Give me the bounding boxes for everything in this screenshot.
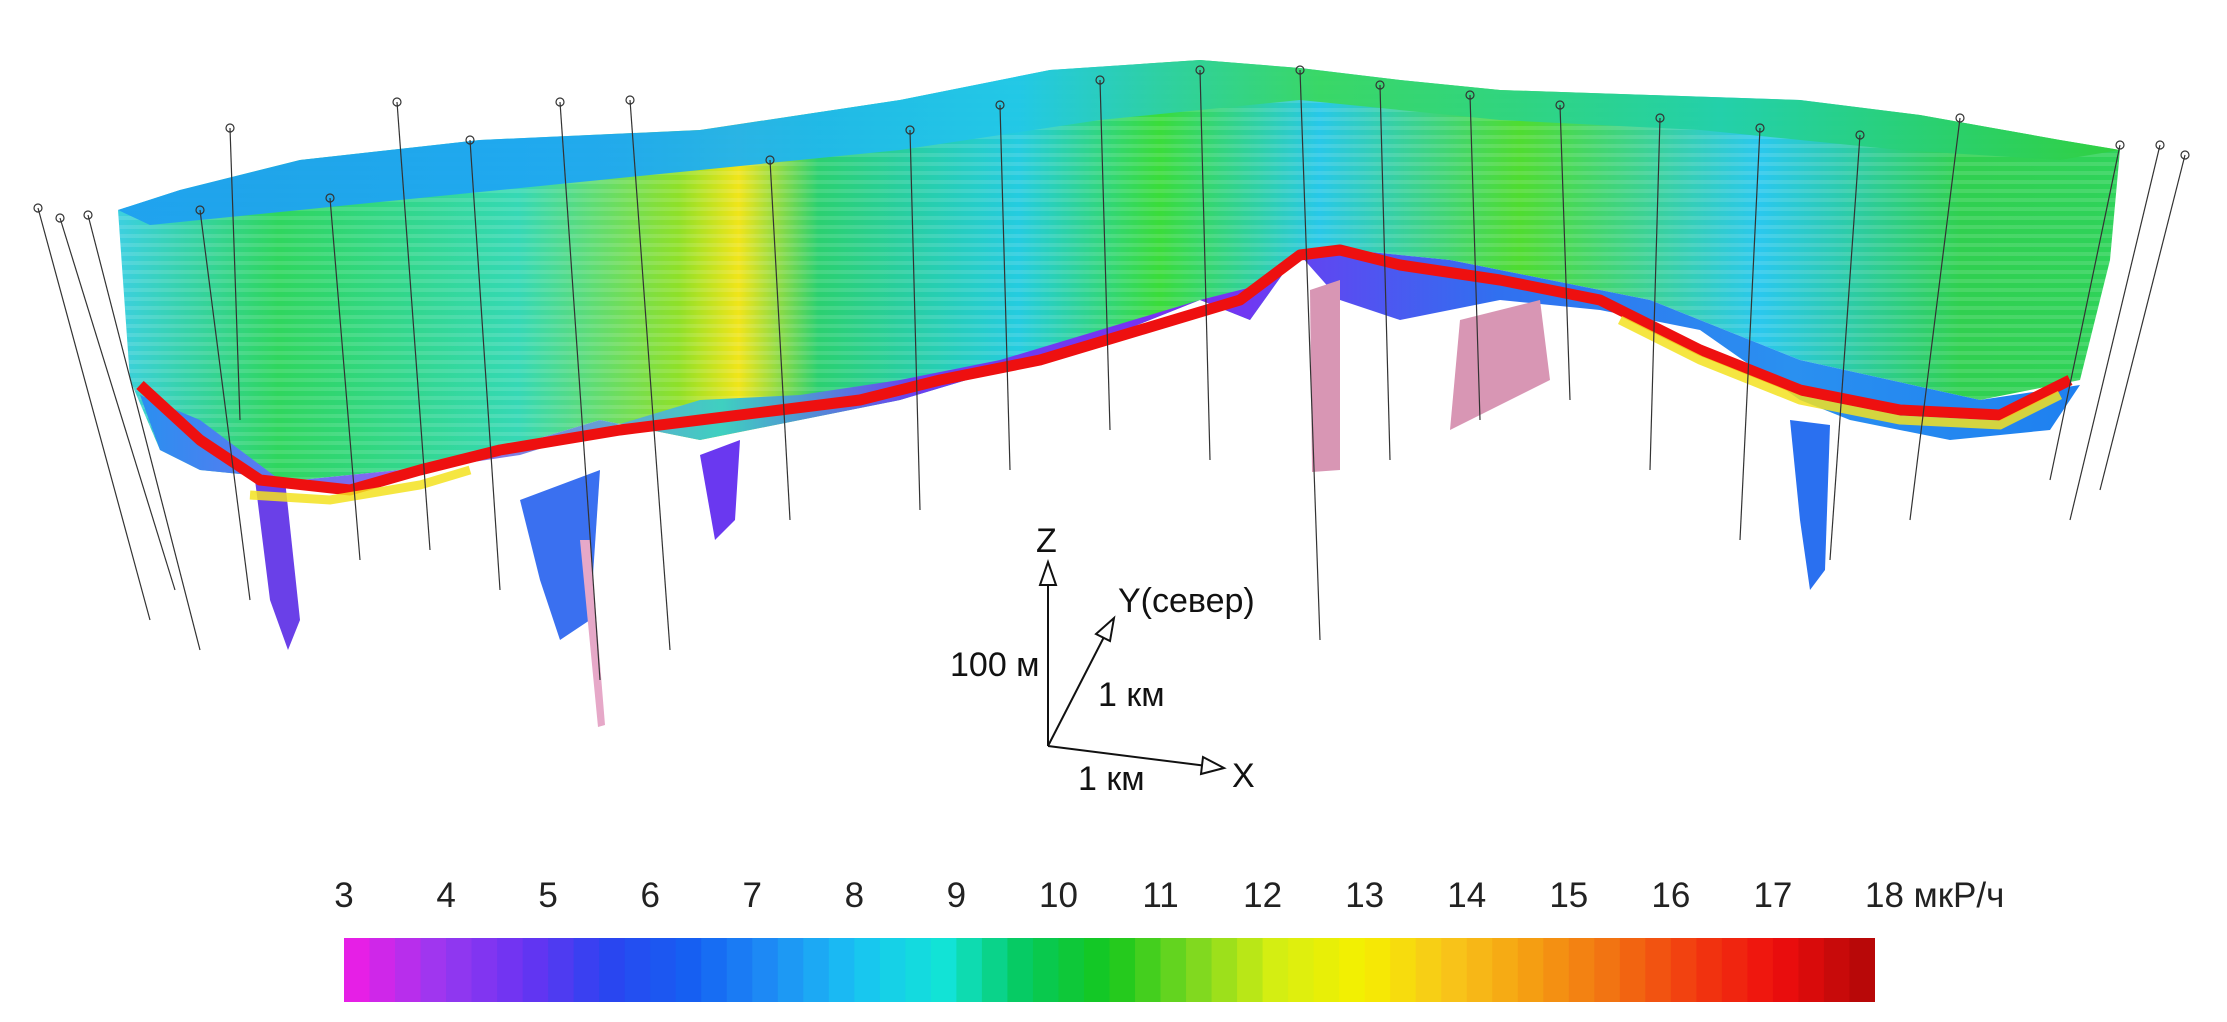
legend-tick-label: 17 (1753, 876, 1793, 915)
colorbar-segment (930, 938, 957, 1002)
legend-tick-label: 7 (742, 876, 762, 915)
colorbar-segment (956, 938, 983, 1002)
model-dip-center-left (520, 470, 600, 640)
colorbar-segment (1492, 938, 1519, 1002)
colorbar-segment (828, 938, 855, 1002)
colorbar-segment (1747, 938, 1774, 1002)
model-top-surface (118, 60, 2120, 225)
z-axis-label: Z (1036, 522, 1057, 560)
colorbar-segment (497, 938, 524, 1002)
legend-tick-label: 15 (1549, 876, 1589, 915)
model-dip-center (700, 440, 740, 540)
colorbar-segment (1670, 938, 1697, 1002)
colorbar-segment (420, 938, 447, 1002)
colorbar-segment (599, 938, 626, 1002)
colorbar-segment (1211, 938, 1238, 1002)
anomaly-band-yellow (249, 315, 2063, 505)
legend-tick-label: 6 (640, 876, 660, 915)
colorbar-segment (1262, 938, 1289, 1002)
colorbar-segment (1798, 938, 1825, 1002)
colorbar-segment (624, 938, 651, 1002)
legend-tick-label: 11 (1142, 876, 1179, 915)
colorbar-segment (981, 938, 1009, 1002)
colorbar-segment (1696, 938, 1723, 1002)
colorbar-segment (1186, 938, 1213, 1002)
legend-tick-label: 5 (538, 876, 558, 915)
colorbar-segment (1466, 938, 1493, 1002)
colorbar-segment (1007, 938, 1034, 1002)
colorbar-segment (395, 938, 422, 1002)
colorbar-segment (1568, 938, 1595, 1002)
colorbar-segment (1517, 938, 1544, 1002)
colorbar-segment (1109, 938, 1136, 1002)
x-scale-label: 1 км (1078, 760, 1145, 798)
legend-tick-label: 10 (1038, 876, 1078, 915)
legend-tick-label: 4 (436, 876, 456, 915)
colorbar (344, 938, 1875, 1002)
colorbar-segment (879, 938, 906, 1002)
colorbar-segment (1032, 938, 1060, 1002)
legend-tick-label: 8 (844, 876, 865, 915)
legend-tick-label: 12 (1243, 876, 1283, 915)
colorbar-segment (1058, 938, 1085, 1002)
colorbar-segment (675, 938, 702, 1002)
colorbar-segment (369, 938, 396, 1002)
colorbar-segment (471, 938, 498, 1002)
pink-feature-center (1310, 280, 1340, 472)
colorbar-segment (344, 938, 371, 1002)
colorbar-segment (1645, 938, 1672, 1002)
colorbar-segment (1772, 938, 1800, 1002)
colorbar-segment (1415, 938, 1442, 1002)
legend-tick-label: 13 (1345, 876, 1385, 915)
colorbar-segment (1288, 938, 1315, 1002)
colorbar-segment (1364, 938, 1391, 1002)
colorbar-segment (1135, 938, 1162, 1002)
colorbar-segment (726, 938, 753, 1002)
pink-feature-right (1450, 300, 1550, 430)
colorbar-segment (1594, 938, 1621, 1002)
colorbar-segment (701, 938, 728, 1002)
model-dip-left (255, 480, 300, 650)
y-scale-label: 1 км (1098, 676, 1165, 714)
model-dip-right (1790, 420, 1830, 590)
legend-tick-label: 16 (1651, 876, 1691, 915)
colorbar-segment (1619, 938, 1646, 1002)
colorbar-segment (803, 938, 830, 1002)
colorbar-segment (1849, 938, 1875, 1002)
colorbar-segment (573, 938, 600, 1002)
boreholes (33, 65, 2190, 681)
y-axis-label: Y(север) (1118, 582, 1255, 620)
colorbar-segment (1823, 938, 1851, 1002)
colorbar-segment (1390, 938, 1417, 1002)
colorbar-segment (1083, 938, 1111, 1002)
colorbar-segment (854, 938, 881, 1002)
z-scale-label: 100 м (950, 646, 1040, 684)
legend-unit-label: 18 мкР/ч (1865, 876, 2005, 915)
colorbar-segment (1721, 938, 1749, 1002)
axes-indicator (1038, 558, 1227, 776)
colorbar-segment (777, 938, 804, 1002)
colorbar-segment (1441, 938, 1468, 1002)
anomaly-band (136, 244, 2073, 496)
colorbar-segment (522, 938, 549, 1002)
colorbar-segment (1543, 938, 1570, 1002)
colorbar-segment (446, 938, 473, 1002)
pink-feature-left (580, 540, 605, 727)
legend-tick-label: 9 (946, 876, 967, 915)
colorbar-segment (650, 938, 677, 1002)
legend-tick-label: 14 (1447, 876, 1487, 915)
colorbar-segment (905, 938, 932, 1002)
colorbar-segment (752, 938, 779, 1002)
colorbar-segment (1339, 938, 1366, 1002)
x-axis-label: X (1232, 757, 1255, 795)
colorbar-segment (1313, 938, 1340, 1002)
colorbar-segment (1160, 938, 1187, 1002)
legend-tick-label: 3 (334, 876, 354, 915)
colorbar-segment (548, 938, 575, 1002)
colorbar-segment (1237, 938, 1264, 1002)
